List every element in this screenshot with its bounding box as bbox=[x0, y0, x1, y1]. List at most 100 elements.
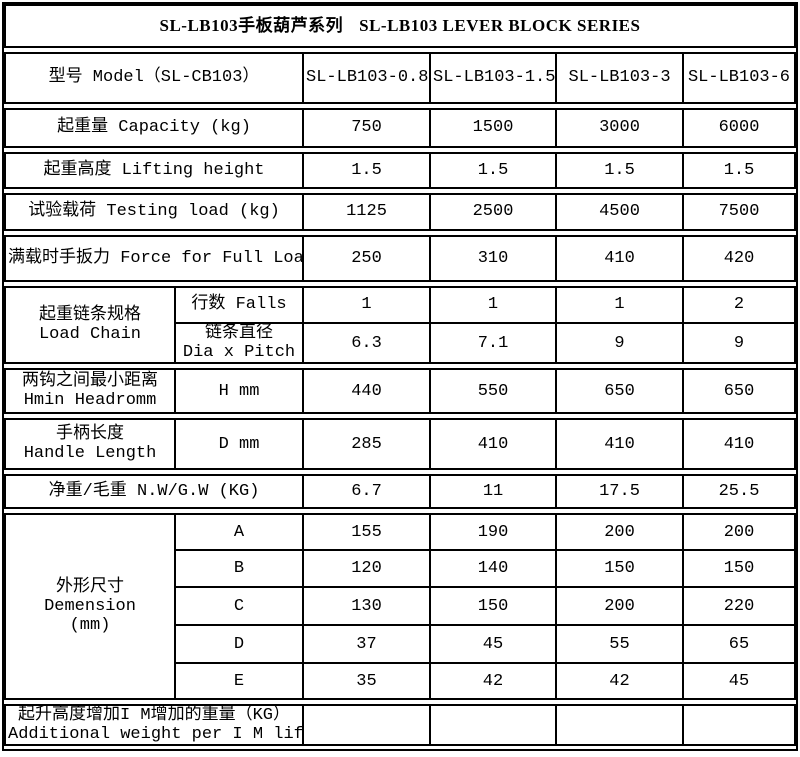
dimension-letter: D bbox=[174, 624, 304, 665]
dimension-letter: E bbox=[174, 662, 304, 701]
dimension-c-value: 130 bbox=[302, 586, 431, 627]
lifting-height-value: 1.5 bbox=[555, 152, 684, 189]
dia-pitch-label-en: Dia x Pitch bbox=[182, 343, 296, 363]
dimension-letter: A bbox=[174, 513, 304, 552]
additional-weight-row: 起升高度增加I M增加的重量（KG） Additional weight per… bbox=[4, 704, 796, 747]
force-full-load-value: 410 bbox=[555, 235, 685, 282]
model-header-label: 型号 Model（SL-CB103） bbox=[3, 52, 305, 104]
handle-length-label-en: Handle Length bbox=[23, 444, 157, 464]
testing-load-value: 2500 bbox=[429, 193, 558, 231]
dimension-c-value: 220 bbox=[682, 586, 796, 627]
dimension-letter: C bbox=[174, 586, 304, 627]
dimensions-group: 外形尺寸 Demension (mm) A 155 190 200 200 B … bbox=[4, 513, 796, 701]
headroom-value: 440 bbox=[302, 368, 431, 415]
additional-weight-label-cn: 起升高度增加I M增加的重量（KG） bbox=[17, 706, 290, 726]
load-chain-group: 起重链条规格 Load Chain 行数 Falls 1 1 1 2 链条直径 … bbox=[4, 285, 796, 365]
additional-weight-label-en: Additional weight per I M lift bbox=[8, 725, 303, 745]
model-column-header: SL-LB103-0.8 bbox=[302, 52, 432, 104]
falls-value: 1 bbox=[302, 286, 431, 324]
dimension-a-value: 190 bbox=[429, 513, 557, 552]
dimension-a-value: 155 bbox=[302, 513, 431, 552]
capacity-label: 起重量 Capacity (kg) bbox=[3, 108, 305, 148]
dimension-letter: B bbox=[174, 549, 304, 589]
dimension-a-value: 200 bbox=[555, 513, 684, 552]
net-gross-weight-value: 25.5 bbox=[682, 474, 796, 510]
dimension-d-value: 65 bbox=[682, 624, 796, 665]
handle-length-row: 手柄长度 Handle Length D mm 285 410 410 410 bbox=[4, 418, 796, 471]
force-full-load-value: 250 bbox=[302, 235, 432, 282]
testing-load-value: 1125 bbox=[302, 193, 432, 231]
model-column-header: SL-LB103-3 bbox=[555, 52, 685, 104]
load-chain-label-cn: 起重链条规格 bbox=[39, 306, 141, 325]
net-gross-weight-label: 净重/毛重 N.W/G.W (KG) bbox=[3, 474, 305, 510]
dimension-e-value: 35 bbox=[302, 662, 431, 701]
capacity-value: 3000 bbox=[555, 108, 685, 148]
dimension-a-value: 200 bbox=[682, 513, 796, 552]
additional-weight-value bbox=[682, 704, 796, 747]
headroom-label: 两钩之间最小距离 Hmin Headromm bbox=[4, 368, 176, 415]
dia-pitch-value: 6.3 bbox=[302, 321, 431, 365]
net-gross-weight-value: 17.5 bbox=[555, 474, 685, 510]
headroom-label-en: Hmin Headromm bbox=[23, 391, 157, 411]
capacity-row: 起重量 Capacity (kg) 750 1500 3000 6000 bbox=[3, 108, 796, 148]
net-gross-weight-value: 6.7 bbox=[302, 474, 432, 510]
model-header-section: 型号 Model（SL-CB103） SL-LB103-0.8 SL-LB103… bbox=[3, 52, 796, 104]
dia-pitch-value: 7.1 bbox=[429, 321, 557, 365]
handle-length-sublabel: D mm bbox=[174, 418, 304, 471]
capacity-value: 1500 bbox=[429, 108, 558, 148]
additional-weight-value bbox=[429, 704, 557, 747]
force-full-load-row: 满载时手扳力 Force for Full Load 250 310 410 4… bbox=[3, 235, 796, 282]
falls-value: 2 bbox=[682, 286, 796, 324]
dia-pitch-label-cn: 链条直径 bbox=[205, 324, 273, 343]
testing-load-row: 试验载荷 Testing load (kg) 1125 2500 4500 75… bbox=[3, 193, 796, 231]
falls-label: 行数 Falls bbox=[174, 286, 304, 324]
capacity-value: 6000 bbox=[682, 108, 796, 148]
lifting-height-value: 1.5 bbox=[302, 152, 431, 189]
handle-length-label-cn: 手柄长度 bbox=[56, 425, 124, 445]
headroom-sublabel: H mm bbox=[174, 368, 304, 415]
dimension-c-value: 150 bbox=[429, 586, 557, 627]
net-gross-weight-value: 11 bbox=[429, 474, 558, 510]
dia-pitch-label: 链条直径 Dia x Pitch bbox=[174, 321, 304, 365]
handle-length-value: 285 bbox=[302, 418, 431, 471]
dimensions-label-cn: 外形尺寸 bbox=[56, 578, 124, 598]
dimension-e-value: 45 bbox=[682, 662, 796, 701]
load-chain-label-en: Load Chain bbox=[38, 325, 142, 345]
page-title: SL-LB103手板葫芦系列 SL-LB103 LEVER BLOCK SERIE… bbox=[4, 4, 796, 48]
lifting-height-label: 起重高度 Lifting height bbox=[4, 152, 304, 189]
dia-pitch-value: 9 bbox=[555, 321, 684, 365]
dimension-b-value: 150 bbox=[555, 549, 684, 589]
dia-pitch-value: 9 bbox=[682, 321, 796, 365]
dimension-d-value: 55 bbox=[555, 624, 684, 665]
dimension-b-value: 120 bbox=[302, 549, 431, 589]
headroom-value: 650 bbox=[682, 368, 796, 415]
handle-length-value: 410 bbox=[429, 418, 557, 471]
additional-weight-value bbox=[302, 704, 431, 747]
headroom-row: 两钩之间最小距离 Hmin Headromm H mm 440 550 650 … bbox=[4, 368, 796, 415]
falls-value: 1 bbox=[429, 286, 557, 324]
model-column-header: SL-LB103-1.5 bbox=[429, 52, 558, 104]
headroom-value: 650 bbox=[555, 368, 684, 415]
testing-load-label: 试验载荷 Testing load (kg) bbox=[3, 193, 305, 231]
dimension-b-value: 150 bbox=[682, 549, 796, 589]
force-full-load-label: 满载时手扳力 Force for Full Load bbox=[3, 235, 305, 282]
dimension-e-value: 42 bbox=[555, 662, 684, 701]
dimension-d-value: 45 bbox=[429, 624, 557, 665]
headroom-value: 550 bbox=[429, 368, 557, 415]
handle-length-value: 410 bbox=[555, 418, 684, 471]
testing-load-value: 4500 bbox=[555, 193, 685, 231]
lifting-height-value: 1.5 bbox=[682, 152, 796, 189]
page-title-en: SL-LB103 LEVER BLOCK SERIES bbox=[359, 16, 641, 36]
load-chain-label: 起重链条规格 Load Chain bbox=[4, 285, 176, 365]
model-column-header: SL-LB103-6 bbox=[682, 52, 796, 104]
lifting-height-row: 起重高度 Lifting height 1.5 1.5 1.5 1.5 bbox=[4, 152, 796, 189]
page-title-cn: SL-LB103手板葫芦系列 bbox=[159, 16, 344, 36]
falls-value: 1 bbox=[555, 286, 684, 324]
dimension-d-value: 37 bbox=[302, 624, 431, 665]
dimension-e-value: 42 bbox=[429, 662, 557, 701]
force-full-load-value: 310 bbox=[429, 235, 558, 282]
additional-weight-label: 起升高度增加I M增加的重量（KG） Additional weight per… bbox=[4, 704, 304, 747]
dimension-c-value: 200 bbox=[555, 586, 684, 627]
net-gross-weight-row: 净重/毛重 N.W/G.W (KG) 6.7 11 17.5 25.5 bbox=[3, 474, 796, 510]
